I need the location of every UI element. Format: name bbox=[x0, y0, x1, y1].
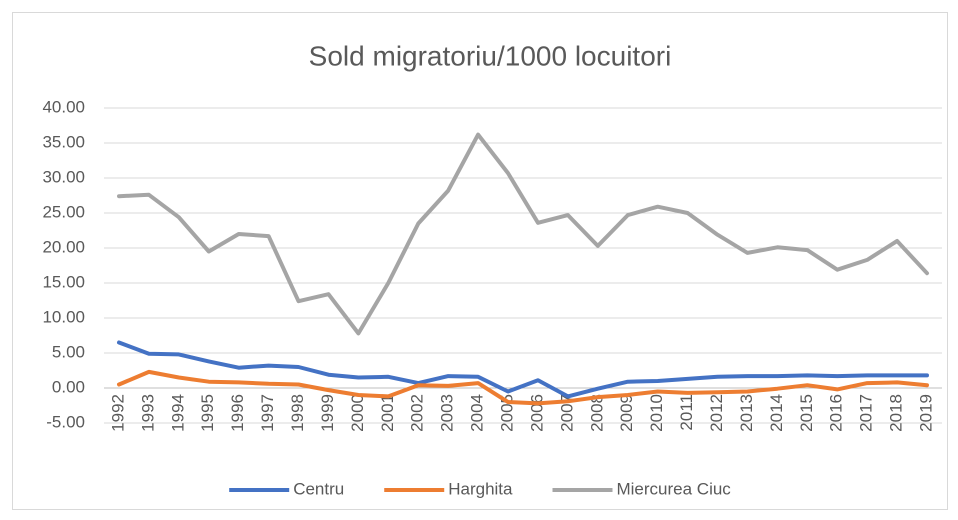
y-tick-label: 30.00 bbox=[42, 167, 85, 186]
x-tick-label: 1997 bbox=[258, 394, 277, 432]
legend-label: Centru bbox=[293, 479, 344, 498]
x-tick-label: 2011 bbox=[677, 394, 696, 431]
y-tick-label: 25.00 bbox=[42, 202, 85, 221]
x-tick-label: 2010 bbox=[647, 394, 666, 432]
x-tick-label: 2018 bbox=[887, 394, 906, 432]
x-tick-label: 2008 bbox=[587, 394, 606, 432]
y-tick-label: 20.00 bbox=[42, 237, 85, 256]
x-tick-label: 2013 bbox=[737, 394, 756, 432]
chart-title: Sold migratoriu/1000 locuitori bbox=[309, 40, 672, 71]
x-tick-label: 2014 bbox=[767, 394, 786, 432]
x-tick-label: 1995 bbox=[198, 394, 217, 432]
legend-label: Miercurea Ciuc bbox=[616, 479, 731, 498]
series-line bbox=[117, 340, 929, 399]
x-tick-label: 2004 bbox=[468, 394, 487, 432]
y-tick-label: 15.00 bbox=[42, 272, 85, 291]
x-tick-label: 1993 bbox=[138, 394, 157, 432]
x-tick-label: 1994 bbox=[168, 394, 187, 432]
x-tick-label: 2009 bbox=[617, 394, 636, 432]
y-tick-label: 40.00 bbox=[42, 97, 85, 116]
chart-border bbox=[12, 12, 948, 510]
y-tick-label: 10.00 bbox=[42, 307, 85, 326]
x-tick-label: 2019 bbox=[917, 394, 936, 432]
x-tick-label: 1996 bbox=[228, 394, 247, 432]
x-tick-label: 2012 bbox=[707, 394, 726, 432]
x-tick-label: 2015 bbox=[797, 394, 816, 432]
series-line bbox=[117, 132, 929, 336]
x-tick-label: 1992 bbox=[108, 394, 127, 432]
y-tick-label: -5.00 bbox=[46, 412, 85, 431]
series-line bbox=[117, 369, 929, 406]
y-tick-label: 35.00 bbox=[42, 132, 85, 151]
x-tick-label: 2002 bbox=[408, 394, 427, 432]
legend-label: Harghita bbox=[448, 479, 513, 498]
x-tick-label: 2001 bbox=[378, 394, 397, 432]
y-tick-label: 5.00 bbox=[52, 342, 85, 361]
y-tick-label: 0.00 bbox=[52, 377, 85, 396]
x-tick-label: 2006 bbox=[527, 394, 546, 432]
x-tick-label: 1998 bbox=[288, 394, 307, 432]
x-tick-label: 2016 bbox=[827, 394, 846, 432]
x-tick-label: 1999 bbox=[318, 394, 337, 432]
x-tick-label: 2017 bbox=[857, 394, 876, 432]
x-tick-label: 2000 bbox=[348, 394, 367, 432]
x-tick-label: 2003 bbox=[438, 394, 457, 432]
